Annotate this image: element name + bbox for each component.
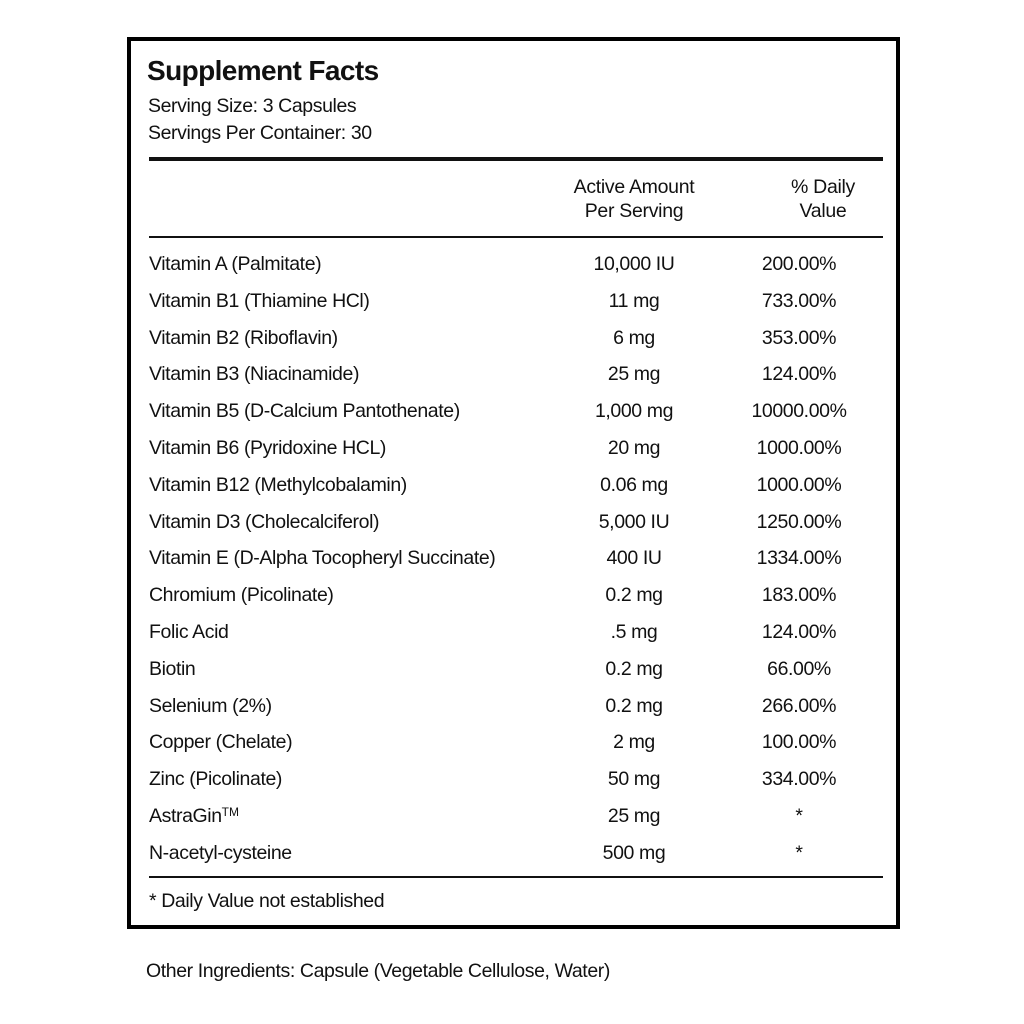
ingredient-name: Biotin: [149, 657, 196, 680]
serving-size: Serving Size: 3 Capsules: [148, 95, 357, 117]
ingredient-amount: 400 IU: [606, 547, 662, 570]
ingredient-daily-value: 1000.00%: [756, 473, 842, 496]
servings-per-container: Servings Per Container: 30: [148, 122, 372, 144]
ingredient-amount: 25 mg: [607, 804, 661, 827]
ingredient-name: Vitamin B2 (Riboflavin): [149, 326, 338, 349]
ingredient-name: Selenium (2%): [149, 694, 272, 717]
ingredient-amount: .5 mg: [610, 620, 658, 643]
ingredient-amount: 50 mg: [607, 768, 661, 791]
ingredient-daily-value: 1250.00%: [756, 510, 842, 533]
ingredient-name: Folic Acid: [149, 620, 229, 643]
column-header-amount: Active Amount Per Serving: [549, 175, 719, 223]
ingredient-amount: 11 mg: [608, 289, 660, 312]
supplement-facts-panel: Supplement Facts Serving Size: 3 Capsule…: [127, 37, 900, 929]
daily-value-footnote: * Daily Value not established: [149, 890, 385, 912]
ingredient-daily-value: 334.00%: [761, 768, 837, 791]
table-row: Vitamin B3 (Niacinamide) 25 mg 124.00%: [131, 359, 896, 396]
column-header-amount-line1: Active Amount: [573, 176, 695, 198]
ingredient-name: Vitamin B5 (D-Calcium Pantothenate): [149, 400, 460, 423]
table-row: Biotin 0.2 mg 66.00%: [131, 654, 896, 691]
ingredient-name: N-acetyl-cysteine: [149, 841, 292, 864]
table-row: Copper (Chelate) 2 mg 100.00%: [131, 727, 896, 764]
table-row: Vitamin E (D-Alpha Tocopheryl Succinate)…: [131, 543, 896, 580]
ingredient-daily-value: 1000.00%: [756, 436, 842, 459]
table-row: Folic Acid .5 mg 124.00%: [131, 617, 896, 654]
table-row: Vitamin B1 (Thiamine HCl) 11 mg 733.00%: [131, 286, 896, 323]
panel-title: Supplement Facts: [147, 55, 379, 86]
table-row: Chromium (Picolinate) 0.2 mg 183.00%: [131, 580, 896, 617]
table-row: AstraGinTM 25 mg *: [131, 801, 896, 838]
ingredient-daily-value: 66.00%: [767, 657, 831, 680]
ingredient-daily-value: 183.00%: [761, 584, 837, 607]
ingredient-name: Zinc (Picolinate): [149, 768, 282, 791]
ingredient-amount: 5,000 IU: [598, 510, 670, 533]
table-row: Selenium (2%) 0.2 mg 266.00%: [131, 691, 896, 728]
ingredient-amount: 20 mg: [607, 436, 661, 459]
ingredient-name: Chromium (Picolinate): [149, 584, 334, 607]
ingredient-name: Vitamin B3 (Niacinamide): [149, 363, 360, 386]
ingredient-daily-value: 353.00%: [761, 326, 837, 349]
table-row: Zinc (Picolinate) 50 mg 334.00%: [131, 764, 896, 801]
column-header-dv-line1: % Daily: [791, 176, 855, 198]
column-header-amount-line2: Per Serving: [584, 200, 684, 222]
table-row: N-acetyl-cysteine 500 mg *: [131, 838, 896, 875]
ingredient-amount: 2 mg: [613, 731, 655, 754]
ingredient-amount: 500 mg: [602, 841, 666, 864]
ingredient-amount: 6 mg: [613, 326, 655, 349]
ingredient-amount: 0.2 mg: [605, 657, 663, 680]
ingredient-amount: 1,000 mg: [594, 400, 674, 423]
ingredient-daily-value: 1334.00%: [756, 547, 842, 570]
ingredient-name: Vitamin B12 (Methylcobalamin): [149, 473, 407, 496]
column-header-divider: [149, 236, 883, 238]
ingredient-daily-value: 100.00%: [761, 731, 837, 754]
trademark-symbol: TM: [221, 804, 239, 819]
ingredient-name: Vitamin B6 (Pyridoxine HCL): [149, 436, 387, 459]
ingredient-daily-value: *: [795, 841, 803, 864]
ingredient-daily-value: *: [795, 804, 803, 827]
table-row: Vitamin B2 (Riboflavin) 6 mg 353.00%: [131, 323, 896, 360]
ingredient-daily-value: 200.00%: [761, 253, 837, 275]
ingredient-table: Vitamin A (Palmitate) 10,000 IU 200.00% Vi…: [131, 249, 896, 875]
column-header-dv-line2: Value: [799, 200, 847, 222]
ingredient-name: Vitamin E (D-Alpha Tocopheryl Succinate): [149, 547, 496, 570]
ingredient-daily-value: 733.00%: [761, 289, 837, 312]
ingredient-name: Vitamin D3 (Cholecalciferol): [149, 510, 380, 533]
table-row: Vitamin B5 (D-Calcium Pantothenate) 1,000…: [131, 396, 896, 433]
ingredient-amount: 0.06 mg: [600, 473, 668, 496]
footer-divider: [149, 876, 883, 878]
other-ingredients: Other Ingredients: Capsule (Vegetable Ce…: [146, 960, 610, 982]
ingredient-amount: 10,000 IU: [593, 253, 675, 275]
table-row: Vitamin A (Palmitate) 10,000 IU 200.00%: [131, 249, 896, 286]
ingredient-name: Copper (Chelate): [149, 731, 293, 754]
ingredient-name: Vitamin A (Palmitate): [149, 253, 322, 275]
table-row: Vitamin B6 (Pyridoxine HCL) 20 mg 1000.00%: [131, 433, 896, 470]
ingredient-amount: 25 mg: [607, 363, 661, 386]
table-row: Vitamin D3 (Cholecalciferol) 5,000 IU 1250…: [131, 507, 896, 544]
ingredient-amount: 0.2 mg: [605, 694, 663, 717]
table-row: Vitamin B12 (Methylcobalamin) 0.06 mg 1000…: [131, 470, 896, 507]
ingredient-daily-value: 266.00%: [761, 694, 837, 717]
ingredient-name: Vitamin B1 (Thiamine HCl): [149, 289, 370, 312]
column-header-daily-value: % Daily Value: [741, 175, 891, 223]
ingredient-name: AstraGinTM: [149, 805, 239, 828]
ingredient-daily-value: 124.00%: [761, 363, 837, 386]
header-divider: [149, 157, 883, 161]
ingredient-name-text: AstraGin: [149, 804, 222, 827]
ingredient-daily-value: 10000.00%: [751, 400, 847, 423]
ingredient-daily-value: 124.00%: [761, 620, 837, 643]
ingredient-amount: 0.2 mg: [605, 584, 663, 607]
